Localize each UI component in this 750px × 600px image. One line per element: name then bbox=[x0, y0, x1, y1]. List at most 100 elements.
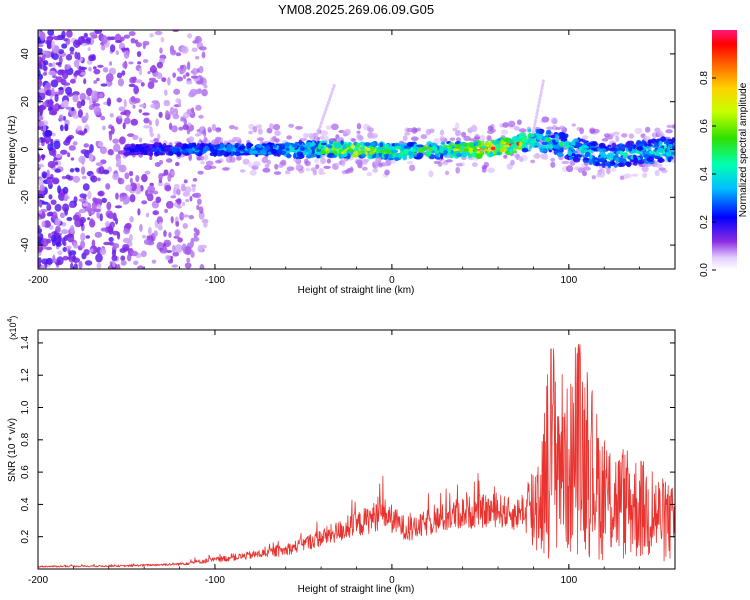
spectrogram-blob bbox=[481, 145, 487, 149]
spectrogram-blob bbox=[619, 175, 625, 180]
spectrogram-blob bbox=[628, 133, 635, 139]
spectrogram-blob bbox=[546, 129, 552, 135]
spectrogram-blob bbox=[445, 159, 453, 163]
spectrogram-blob bbox=[95, 253, 103, 263]
spectrogram-blob bbox=[145, 145, 150, 148]
spectrogram-blob bbox=[657, 147, 665, 153]
spectrogram-blob bbox=[174, 244, 183, 254]
spectrogram-blob bbox=[51, 177, 60, 185]
spectrogram-blob bbox=[80, 149, 89, 155]
spectrogram-blob bbox=[331, 155, 338, 158]
spectrogram-blob bbox=[316, 130, 320, 135]
spectrogram-blob bbox=[142, 43, 146, 50]
spectrogram-blob bbox=[330, 123, 339, 131]
spectrogram-blob bbox=[621, 133, 628, 138]
spectrogram-blob bbox=[54, 203, 62, 212]
spectrogram-blob bbox=[564, 140, 570, 147]
spectrogram-blob bbox=[495, 144, 501, 150]
spectrogram-blob bbox=[404, 132, 411, 136]
spectrogram-blob bbox=[197, 170, 204, 175]
spectrogram-blob bbox=[82, 183, 90, 191]
spectrogram-blob bbox=[73, 242, 78, 249]
spectrogram-blob bbox=[192, 67, 198, 76]
spectrogram-blob bbox=[38, 120, 45, 127]
spectrogram-blob bbox=[257, 128, 263, 135]
spectrogram-blob bbox=[382, 162, 389, 167]
spectrogram-blob bbox=[556, 152, 564, 158]
spectrogram-blob bbox=[601, 138, 609, 142]
spectrogram-blob bbox=[627, 144, 635, 149]
spectrogram-blob bbox=[164, 184, 172, 192]
spectrogram-blob bbox=[138, 104, 146, 108]
spectrogram-blob bbox=[572, 150, 578, 154]
spectrogram-blob bbox=[497, 151, 501, 156]
spectrogram-blob bbox=[39, 264, 45, 269]
spectrogram-blob bbox=[516, 119, 522, 125]
spectrogram-blob bbox=[48, 232, 52, 239]
spectrogram-blob bbox=[203, 84, 208, 89]
spectrogram-blob bbox=[182, 123, 189, 131]
spectrogram-blob bbox=[186, 61, 191, 71]
spectrogram-blob bbox=[53, 104, 58, 109]
spectrogram-blob bbox=[41, 138, 46, 143]
spectrogram-blob bbox=[433, 138, 440, 145]
spectrogram-blob bbox=[471, 151, 477, 157]
spectrogram-blob bbox=[323, 165, 331, 170]
spectrogram-blob bbox=[660, 169, 668, 174]
spectrogram-blob bbox=[93, 68, 101, 75]
spectrogram-blob bbox=[318, 135, 326, 140]
colorbar-gradient bbox=[712, 30, 737, 270]
spectrogram-blob bbox=[361, 153, 367, 158]
spectrogram-blob bbox=[171, 170, 175, 176]
spectrogram-blob bbox=[115, 40, 123, 44]
y-tick-label: 0.6 bbox=[20, 465, 31, 479]
spectrogram-blob bbox=[559, 141, 564, 147]
spectrogram-blob bbox=[434, 149, 439, 155]
spectrogram-blob bbox=[190, 251, 195, 258]
spectrogram-blob bbox=[155, 118, 159, 127]
spectrogram-blob bbox=[608, 156, 614, 161]
spectrogram-blob bbox=[147, 185, 156, 193]
spectrogram-blob bbox=[455, 130, 460, 136]
spectrogram-blob bbox=[264, 163, 270, 169]
spectrogram-blob bbox=[140, 82, 145, 87]
spectrogram-blob bbox=[144, 170, 151, 175]
spectrogram-ylabel: Frequency (Hz) bbox=[7, 116, 18, 185]
spectrogram-blob bbox=[358, 135, 364, 141]
spectrogram-blob bbox=[384, 169, 390, 176]
spectrogram-blob bbox=[149, 33, 154, 38]
spectrogram-blob bbox=[437, 160, 443, 167]
spectrogram-blob bbox=[642, 172, 648, 178]
y-tick-label: 0.4 bbox=[20, 497, 31, 511]
spectrogram-blob bbox=[346, 153, 351, 160]
spectrogram-blob bbox=[38, 261, 42, 268]
spectrogram-blob bbox=[228, 125, 236, 130]
spectrogram-blob bbox=[87, 47, 91, 52]
spectrogram-blob bbox=[170, 147, 178, 153]
spectrogram-blob bbox=[45, 246, 53, 251]
spectrogram-blob bbox=[370, 133, 378, 138]
spectrogram-blob bbox=[122, 243, 130, 251]
spectrogram-blob bbox=[38, 95, 43, 102]
spectrogram-blob bbox=[183, 118, 187, 125]
spectrogram-blob bbox=[148, 120, 153, 126]
spectrogram-blob bbox=[135, 175, 140, 183]
spectrogram-blobs bbox=[38, 30, 675, 269]
spectrogram-blob bbox=[165, 110, 170, 118]
spectrogram-blob bbox=[88, 152, 94, 161]
spectrogram-blob bbox=[128, 170, 134, 177]
spectrogram-blob bbox=[60, 149, 68, 155]
spectrogram-blob bbox=[44, 129, 52, 138]
spectrogram-blob bbox=[111, 254, 118, 262]
spectrogram-blob bbox=[438, 144, 444, 150]
spectrogram-blob bbox=[162, 246, 168, 254]
spectrogram-blob bbox=[48, 62, 53, 67]
spectrogram-blob bbox=[318, 168, 324, 176]
spectrogram-blob bbox=[333, 143, 341, 149]
spectrogram-blob bbox=[207, 126, 212, 133]
spectrogram-blob bbox=[309, 153, 316, 158]
spectrogram-blob bbox=[110, 125, 115, 135]
spectrogram-blob bbox=[141, 149, 147, 154]
spectrogram-blob bbox=[62, 186, 69, 194]
spectrogram-blob bbox=[163, 89, 168, 96]
